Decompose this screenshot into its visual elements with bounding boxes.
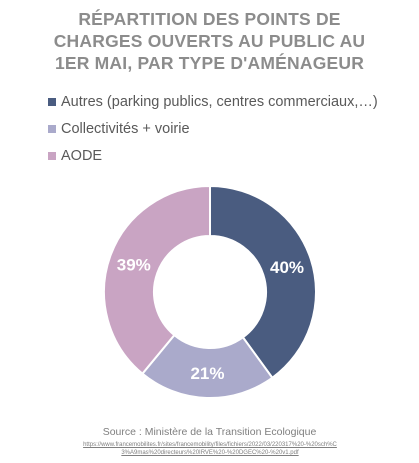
chart-title-line: 1ER MAI, PAR TYPE D'AMÉNAGEUR (54, 53, 365, 73)
chart-legend: Autres (parking publics, centres commerc… (48, 88, 378, 169)
legend-swatch (48, 124, 56, 133)
chart-title: RÉPARTITION DES POINTS DE CHARGES OUVERT… (0, 8, 419, 74)
source-caption: Source : Ministère de la Transition Ecol… (102, 426, 317, 438)
data-label: 40% (270, 258, 304, 277)
legend-item-collectivites: Collectivités + voirie (48, 115, 378, 142)
chart-title-line: RÉPARTITION DES POINTS DE (78, 9, 341, 29)
legend-item-aode: AODE (48, 142, 378, 169)
legend-swatch (48, 151, 56, 160)
legend-label: AODE (61, 147, 103, 164)
chart-title-line: CHARGES OUVERTS AU PUBLIC AU (53, 31, 366, 51)
legend-item-autres: Autres (parking publics, centres commerc… (48, 88, 378, 115)
slice-autres (209, 184, 317, 380)
legend-swatch (48, 97, 56, 106)
legend-label: Autres (parking publics, centres commerc… (61, 93, 378, 110)
source-link[interactable]: https://www.francemobilites.fr/sites/fra… (83, 442, 337, 456)
data-label: 39% (117, 256, 151, 275)
legend-label: Collectivités + voirie (61, 120, 190, 137)
data-label: 21% (190, 364, 224, 383)
slice-aode (103, 184, 211, 376)
slice-collectivites (141, 333, 274, 399)
